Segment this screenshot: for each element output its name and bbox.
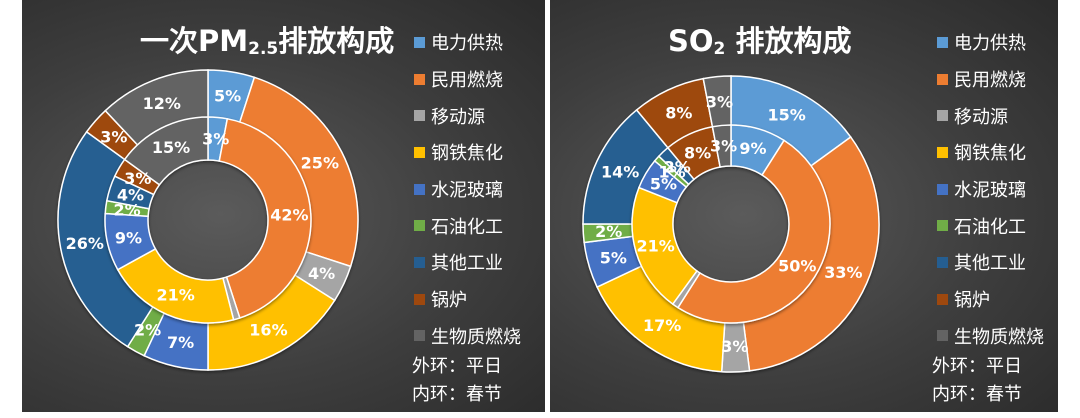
legend-swatch — [414, 330, 425, 342]
so2-chart-panel: SO2 排放构成 15% 33% 3% 17% 5% 2% 14% 8% 3% 9% 50% 21% 5… — [550, 0, 1058, 412]
legend-item: 移动源 — [937, 97, 1044, 134]
outer-slice-label: 2% — [595, 222, 622, 241]
inner-slice-label: 3% — [202, 129, 229, 148]
inner-slice-label: 21% — [636, 236, 674, 255]
outer-ring-note: 外环：平日 — [412, 356, 502, 377]
outer-slice-label: 5% — [600, 249, 627, 268]
inner-slice-label: 2% — [664, 157, 691, 176]
outer-slice-label: 12% — [143, 94, 181, 113]
outer-slice-label: 2% — [134, 320, 161, 339]
outer-slice-label: 7% — [167, 333, 194, 352]
inner-slice-label: 5% — [650, 175, 677, 194]
chart-title: SO2 排放构成 — [668, 24, 852, 59]
inner-slice-2 — [676, 139, 831, 324]
outer-slice-label: 15% — [767, 105, 805, 124]
chart-title: 一次PM2.5排放构成 — [140, 24, 395, 59]
legend-item: 移动源 — [414, 97, 521, 134]
outer-ring-note: 外环：平日 — [932, 356, 1022, 377]
inner-slice-label: 9% — [739, 139, 766, 158]
outer-slice-label: 5% — [214, 87, 241, 106]
legend-swatch — [414, 146, 425, 158]
legend-item: 生物质燃烧 — [937, 318, 1044, 355]
legend-item: 锅炉 — [937, 281, 1044, 318]
legend-item: 钢铁焦化 — [937, 134, 1044, 171]
inner-slice-label: 9% — [115, 228, 142, 247]
outer-slice-label: 25% — [301, 154, 339, 173]
legend-item: 其他工业 — [414, 244, 521, 281]
legend-swatch — [937, 220, 948, 232]
legend-item: 电力供热 — [937, 24, 1044, 61]
legend-swatch — [414, 293, 425, 305]
outer-slice-label: 3% — [706, 93, 733, 112]
legend-swatch — [414, 73, 425, 85]
legend-swatch — [414, 183, 425, 195]
outer-slice-label: 33% — [824, 263, 862, 282]
legend-swatch — [414, 256, 425, 268]
outer-slice-label: 17% — [643, 316, 681, 335]
legend-item: 石油化工 — [414, 207, 521, 244]
legend-item: 其他工业 — [937, 244, 1044, 281]
legend-item: 生物质燃烧 — [414, 318, 521, 355]
inner-slice-label: 3% — [124, 169, 151, 188]
legend-item: 水泥玻璃 — [414, 171, 521, 208]
inner-slice-label: 2% — [114, 200, 141, 219]
inner-slice-2 — [218, 117, 312, 319]
legend-item: 电力供热 — [414, 24, 521, 61]
inner-slice-label: 4% — [117, 185, 144, 204]
inner-slice-label: 42% — [270, 205, 308, 224]
inner-ring-note: 内环：春节 — [412, 384, 502, 405]
inner-slice-label: 8% — [684, 143, 711, 162]
inner-slice-label: 3% — [710, 136, 737, 155]
pm25-chart-panel: 一次PM2.5排放构成 5% 25% 4% 16% 7% 2% 26% 3% 12% 3% 42% 2… — [22, 0, 545, 412]
inner-ring — [104, 116, 312, 324]
legend-swatch — [937, 330, 948, 342]
legend-item: 民用燃烧 — [937, 61, 1044, 98]
so2-donut-chart: 15%33%3%17%5%2%14%8%3%9%50%21%5%1%2%8%3% — [582, 75, 880, 373]
inner-ring-note: 内环：春节 — [932, 384, 1022, 405]
legend-swatch — [937, 183, 948, 195]
inner-slice-9 — [123, 116, 209, 186]
legend-swatch — [937, 293, 948, 305]
outer-slice-label: 14% — [601, 162, 639, 181]
legend-item: 锅炉 — [414, 281, 521, 318]
inner-slice-label: 21% — [156, 285, 194, 304]
legend-swatch — [937, 73, 948, 85]
legend-swatch — [414, 110, 425, 122]
outer-slice-label: 16% — [249, 320, 287, 339]
legend-swatch — [937, 256, 948, 268]
legend-item: 水泥玻璃 — [937, 171, 1044, 208]
outer-slice-label: 3% — [100, 128, 127, 147]
legend-item: 民用燃烧 — [414, 61, 521, 98]
inner-ring — [631, 124, 831, 324]
legend-swatch — [414, 220, 425, 232]
inner-slice-label: 50% — [778, 257, 816, 276]
outer-ring — [582, 75, 880, 373]
legend-swatch — [414, 36, 425, 48]
legend: 电力供热 民用燃烧 移动源 钢铁焦化 水泥玻璃 石油化工 其他工业 锅炉 生物质… — [414, 24, 521, 354]
legend-item: 钢铁焦化 — [414, 134, 521, 171]
outer-slice-label: 4% — [308, 264, 335, 283]
outer-slice-label: 8% — [665, 104, 692, 123]
inner-slice-label: 1% — [659, 163, 686, 182]
legend-swatch — [937, 146, 948, 158]
outer-slice-label: 3% — [721, 337, 748, 356]
legend-item: 石油化工 — [937, 207, 1044, 244]
legend: 电力供热 民用燃烧 移动源 钢铁焦化 水泥玻璃 石油化工 其他工业 锅炉 生物质… — [937, 24, 1044, 354]
outer-ring — [57, 69, 359, 371]
outer-slice-label: 26% — [66, 234, 104, 253]
pm25-donut-chart: 5%25%4%16%7%2%26%3%12%3%42%21%9%2%4%3%15… — [57, 69, 359, 371]
inner-slice-9 — [711, 124, 732, 168]
legend-swatch — [937, 110, 948, 122]
inner-slice-label: 15% — [152, 138, 190, 157]
legend-swatch — [937, 36, 948, 48]
